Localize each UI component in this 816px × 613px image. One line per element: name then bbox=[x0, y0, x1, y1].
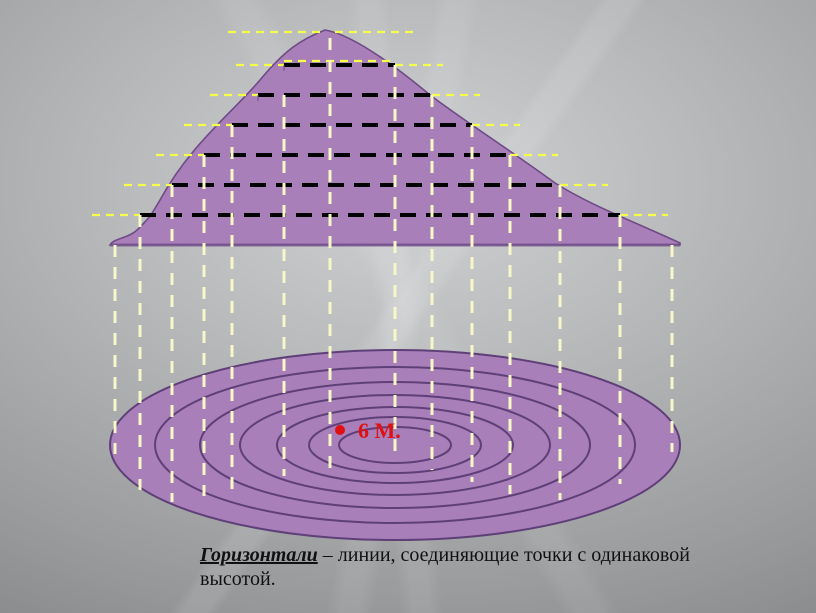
definition-term: Горизонтали bbox=[200, 544, 318, 566]
elevation-label: 6 М. bbox=[358, 418, 401, 443]
elevation-dot bbox=[335, 425, 345, 435]
definition-caption: Горизонтали – линии, соединяющие точки с… bbox=[200, 543, 696, 591]
diagram-svg: 6 М. bbox=[0, 0, 816, 613]
slide-stage: 6 М. Горизонтали – линии, соединяющие то… bbox=[0, 0, 816, 613]
